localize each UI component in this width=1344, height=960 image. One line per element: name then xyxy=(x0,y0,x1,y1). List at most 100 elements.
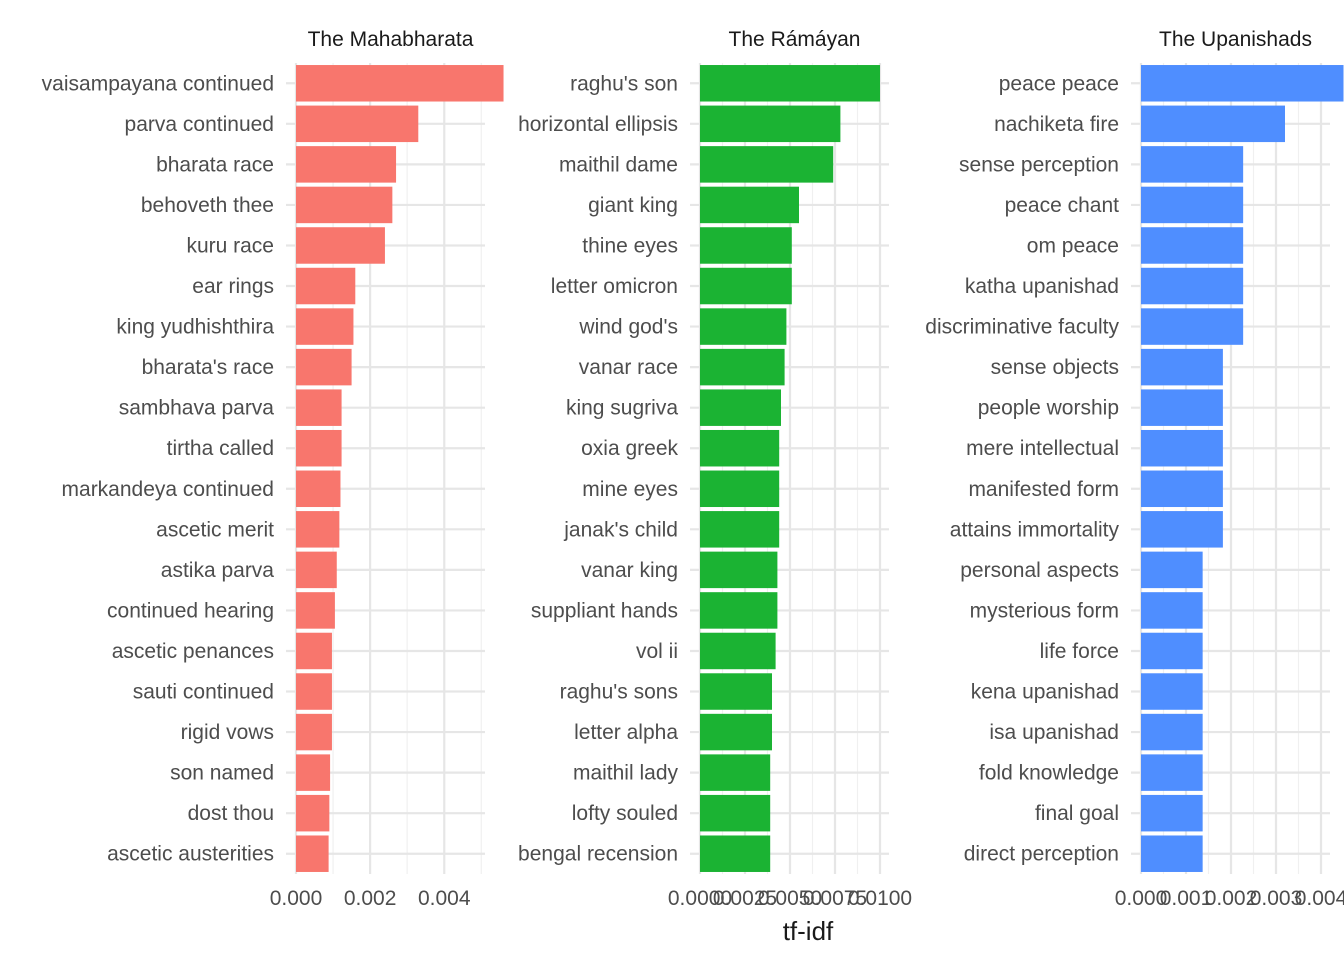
bar xyxy=(296,146,397,183)
x-tick-label: 0.002 xyxy=(1205,887,1258,910)
category-label: ascetic penances xyxy=(112,640,274,663)
bar xyxy=(1141,754,1203,791)
bar xyxy=(296,308,354,345)
category-label: markandeya continued xyxy=(62,478,274,501)
x-tick-label: 0.002 xyxy=(344,887,397,910)
bar xyxy=(700,186,799,224)
category-label: sauti continued xyxy=(133,681,274,704)
x-tick-label: 0.001 xyxy=(1160,887,1213,910)
bar xyxy=(296,105,419,143)
bar xyxy=(700,713,772,751)
bar xyxy=(700,348,785,386)
category-label: ascetic austerities xyxy=(107,843,274,866)
category-label: letter alpha xyxy=(574,721,678,744)
category-label: sambhava parva xyxy=(119,397,275,420)
bar xyxy=(296,632,332,670)
category-label: mine eyes xyxy=(582,478,678,501)
bar xyxy=(700,794,771,832)
bar xyxy=(296,713,332,751)
category-label: parva continued xyxy=(125,113,274,136)
facet-panel: The Upanishads peace peace nachiketa fire s… xyxy=(925,28,1344,910)
category-label: astika parva xyxy=(161,559,275,582)
category-label: maithil lady xyxy=(573,762,679,785)
category-label: raghu's son xyxy=(570,72,678,95)
x-tick-label: 0.000 xyxy=(270,887,323,910)
category-label: oxia greek xyxy=(581,437,678,460)
category-label: life force xyxy=(1040,640,1119,663)
category-label: lofty souled xyxy=(572,802,678,825)
facet-title: The Mahabharata xyxy=(308,28,474,51)
bar xyxy=(1141,429,1223,467)
category-label: vanar king xyxy=(581,559,678,582)
category-label: attains immortality xyxy=(950,518,1120,541)
x-tick-label: 0.000 xyxy=(1115,887,1168,910)
category-label: kuru race xyxy=(186,234,274,257)
category-label: continued hearing xyxy=(107,599,274,622)
category-label: kena upanishad xyxy=(971,681,1119,704)
bar xyxy=(1141,673,1203,710)
category-label: son named xyxy=(170,762,274,785)
bar xyxy=(296,673,332,710)
x-tick-label: 0.0100 xyxy=(848,887,912,910)
category-label: mysterious form xyxy=(970,599,1119,622)
bar xyxy=(700,754,771,791)
category-label: vol ii xyxy=(636,640,678,663)
bar xyxy=(296,511,340,548)
bar xyxy=(700,470,780,508)
category-label: janak's child xyxy=(563,518,678,541)
bar xyxy=(700,65,880,102)
category-label: giant king xyxy=(588,194,678,217)
category-label: discriminative faculty xyxy=(925,316,1119,339)
bar xyxy=(1141,105,1285,143)
category-label: raghu's sons xyxy=(560,681,678,704)
category-label: bengal recension xyxy=(518,843,678,866)
bar xyxy=(700,429,780,467)
category-label: nachiketa fire xyxy=(994,113,1119,136)
category-label: thine eyes xyxy=(582,234,678,257)
bar xyxy=(296,389,342,426)
bar xyxy=(1141,632,1203,670)
category-label: isa upanishad xyxy=(989,721,1119,744)
category-label: behoveth thee xyxy=(141,194,274,217)
category-label: mere intellectual xyxy=(966,437,1119,460)
bar xyxy=(1141,470,1223,508)
bar xyxy=(700,308,787,345)
category-label: tirtha called xyxy=(167,437,274,460)
bar xyxy=(296,65,504,102)
bar xyxy=(1141,713,1203,751)
category-label: om peace xyxy=(1027,234,1119,257)
bar xyxy=(1141,308,1244,345)
bar xyxy=(1141,65,1344,102)
bar xyxy=(296,551,337,589)
category-label: king sugriva xyxy=(566,397,678,420)
category-label: wind god's xyxy=(578,316,678,339)
bar xyxy=(700,227,792,264)
facet-panel: The Mahabharata vaisampayana continued par… xyxy=(42,28,504,910)
category-label: final goal xyxy=(1035,802,1119,825)
x-tick-label: 0.0050 xyxy=(758,887,822,910)
bar xyxy=(700,389,781,426)
x-tick-label: 0.0075 xyxy=(803,887,867,910)
facet-panel: The Rámáyan raghu's son horizontal ellipsi… xyxy=(518,28,912,910)
category-label: ascetic merit xyxy=(156,518,274,541)
category-label: letter omicron xyxy=(551,275,678,298)
category-label: katha upanishad xyxy=(965,275,1119,298)
bar xyxy=(700,267,792,305)
bar xyxy=(296,794,330,832)
facet-title: The Upanishads xyxy=(1159,28,1312,51)
category-label: king yudhishthira xyxy=(116,316,274,339)
bar xyxy=(1141,146,1244,183)
category-label: sense perception xyxy=(959,153,1119,176)
bar xyxy=(296,592,335,629)
category-label: fold knowledge xyxy=(979,762,1119,785)
bar xyxy=(1141,186,1244,224)
bar xyxy=(700,105,841,143)
bar xyxy=(1141,227,1244,264)
bar xyxy=(296,429,342,467)
bar xyxy=(1141,551,1203,589)
bar xyxy=(296,227,385,264)
category-label: bharata race xyxy=(156,153,274,176)
category-label: sense objects xyxy=(991,356,1119,379)
bar xyxy=(296,348,352,386)
